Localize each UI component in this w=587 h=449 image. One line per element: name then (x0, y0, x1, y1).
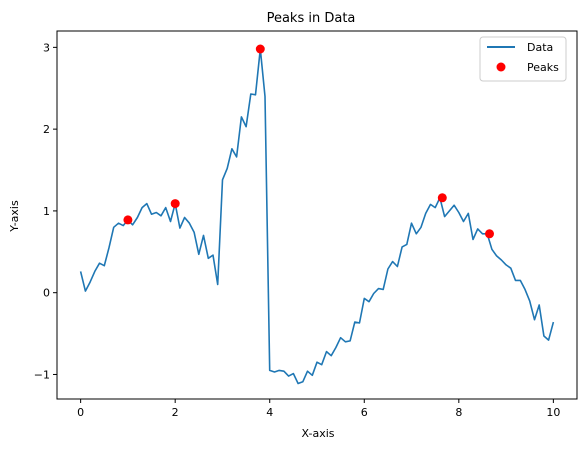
y-tick-label: 3 (43, 41, 50, 54)
y-tick-label: 1 (43, 205, 50, 218)
chart-title: Peaks in Data (267, 11, 356, 26)
plot-area (56, 30, 578, 400)
x-axis-ticks: 0 2 4 6 8 10 (77, 399, 560, 419)
legend: Data Peaks (479, 36, 567, 82)
legend-peaks-swatch (496, 62, 506, 72)
legend-data-label: Data (527, 41, 553, 54)
legend-peaks-label: Peaks (527, 61, 559, 74)
x-tick-label: 8 (455, 406, 462, 419)
y-axis-label: Y-axis (8, 200, 21, 233)
peak-point (170, 199, 180, 209)
peak-point (255, 44, 265, 54)
x-tick-label: 2 (172, 406, 179, 419)
data-series-line (79, 48, 555, 385)
y-tick-label: 2 (43, 123, 50, 136)
y-axis-ticks: −1 0 1 2 3 (34, 41, 57, 381)
peak-point (123, 215, 133, 225)
peak-point (485, 229, 494, 239)
x-tick-label: 10 (546, 406, 560, 419)
plot-frame (56, 30, 578, 400)
x-axis-label: X-axis (302, 427, 335, 440)
y-tick-label: −1 (34, 368, 50, 381)
x-tick-label: 0 (77, 406, 84, 419)
y-tick-label: 0 (43, 287, 50, 300)
x-tick-label: 6 (361, 406, 368, 419)
peak-point (437, 193, 447, 203)
x-tick-label: 4 (266, 406, 273, 419)
